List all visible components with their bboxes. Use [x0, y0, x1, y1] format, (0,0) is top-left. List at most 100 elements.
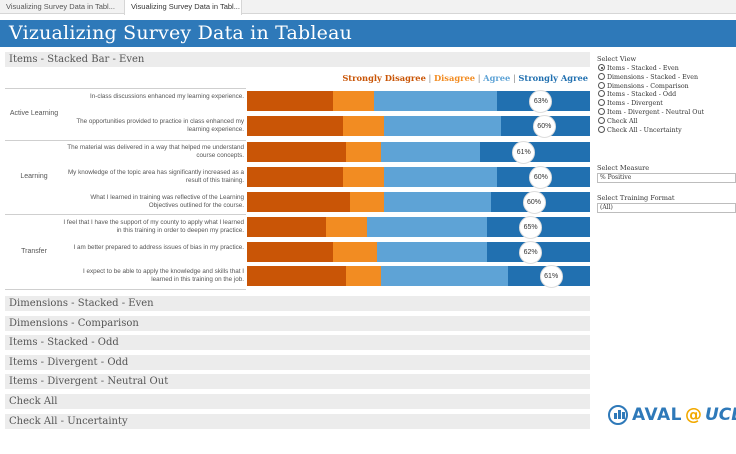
bar-segment-disagree[interactable]	[332, 242, 378, 262]
legend-item-strongly-disagree[interactable]: Strongly Disagree	[342, 73, 426, 83]
logo-ucla-text: UCLA	[705, 405, 736, 425]
select-view-title: Select View	[597, 55, 637, 63]
section-header-dimensions-comparison[interactable]: Dimensions - Comparison	[5, 316, 590, 331]
section-header-items-stacked-even[interactable]: Items - Stacked Bar - Even	[5, 52, 590, 67]
dashboard-title: Vizualizing Survey Data in Tableau	[9, 22, 353, 44]
radio-button-icon[interactable]	[598, 116, 605, 124]
legend-item-strongly-agree[interactable]: Strongly Agree	[518, 73, 588, 83]
select-view-option-label: Items - Divergent	[607, 100, 663, 108]
bar-segment-disagree[interactable]	[346, 142, 381, 162]
section-header-items-stacked-odd[interactable]: Items - Stacked - Odd	[5, 335, 590, 350]
group-divider	[5, 289, 246, 290]
group-divider	[5, 140, 246, 141]
bar-segment-strongly-disagree[interactable]	[247, 142, 347, 162]
section-header-check-all[interactable]: Check All	[5, 394, 590, 409]
select-view-option[interactable]: Check All - Uncertainty	[598, 125, 682, 135]
select-view-option[interactable]: Check All	[598, 116, 638, 126]
radio-button-icon[interactable]	[598, 99, 605, 107]
select-view-option-label: Dimensions - Comparison	[607, 82, 689, 90]
radio-button-icon[interactable]	[598, 64, 605, 71]
item-label: The opportunities provided to practice i…	[76, 118, 244, 133]
logo-at-text: @	[685, 405, 702, 425]
tab-visualizing-survey-data-2[interactable]: Visualizing Survey Data in Tabl...	[124, 0, 242, 15]
group-divider	[5, 88, 246, 89]
tab-visualizing-survey-data-1[interactable]: Visualizing Survey Data in Tabl...	[6, 2, 115, 11]
radio-button-icon[interactable]	[598, 90, 605, 98]
title-banner: Vizualizing Survey Data in Tableau	[0, 20, 736, 47]
bar-segment-strongly-disagree[interactable]	[247, 91, 333, 111]
bar-segment-strongly-disagree[interactable]	[247, 167, 344, 187]
bar-segment-strongly-agree[interactable]	[480, 142, 590, 162]
percent-positive-badge: 60%	[532, 115, 556, 138]
radio-button-icon[interactable]	[598, 72, 605, 80]
bar-segment-strongly-disagree[interactable]	[247, 116, 344, 136]
bar-chart-icon	[608, 405, 628, 425]
select-view-option[interactable]: Items - Divergent	[598, 99, 663, 108]
group-label: Learning	[20, 173, 48, 180]
section-header-items-divergent-neutral-out[interactable]: Items - Divergent - Neutral Out	[5, 374, 590, 389]
stacked-bar-row[interactable]	[247, 167, 590, 187]
radio-button-icon[interactable]	[598, 125, 605, 133]
bar-segment-agree[interactable]	[367, 217, 488, 237]
section-header-check-all-uncertainty[interactable]: Check All - Uncertainty	[5, 414, 590, 429]
bar-segment-disagree[interactable]	[343, 167, 385, 187]
select-view-option-label: Items - Stacked - Even	[607, 65, 679, 72]
bar-segment-agree[interactable]	[384, 192, 491, 212]
select-view-option[interactable]: Items - Stacked - Odd	[598, 90, 676, 99]
percent-positive-badge: 60%	[522, 191, 546, 214]
item-label: In-class discussions enhanced my learnin…	[89, 93, 244, 100]
bar-segment-strongly-disagree[interactable]	[247, 266, 347, 286]
stacked-bar-row[interactable]	[247, 266, 590, 286]
section-header-items-divergent-odd[interactable]: Items - Divergent - Odd	[5, 355, 590, 370]
select-view-option[interactable]: Items - Stacked - Even	[598, 64, 679, 73]
tab-strip: Visualizing Survey Data in Tabl... Visua…	[0, 0, 736, 15]
bar-segment-strongly-disagree[interactable]	[247, 192, 350, 212]
select-view-option[interactable]: Item - Divergent - Neutral Out	[598, 108, 704, 117]
bar-segment-strongly-disagree[interactable]	[247, 217, 326, 237]
bar-segment-agree[interactable]	[384, 167, 498, 187]
select-measure-dropdown[interactable]: % Positive	[597, 173, 736, 183]
select-training-format-dropdown[interactable]: (All)	[597, 203, 736, 213]
group-label: Transfer	[21, 248, 47, 255]
chart-legend: Strongly Disagree | Disagree | Agree | S…	[300, 73, 588, 83]
select-view-option-label: Check All	[607, 117, 638, 125]
bar-segment-agree[interactable]	[377, 242, 488, 262]
bar-segment-strongly-disagree[interactable]	[247, 242, 333, 262]
legend-item-agree[interactable]: Agree	[483, 73, 511, 83]
bar-segment-disagree[interactable]	[343, 116, 385, 136]
stacked-bar-row[interactable]	[247, 217, 590, 237]
percent-positive-badge: 61%	[539, 265, 563, 288]
select-view-option-label: Item - Divergent - Neutral Out	[607, 109, 705, 116]
bar-segment-disagree[interactable]	[346, 266, 381, 286]
select-view-option-label: Dimensions - Stacked - Even	[607, 73, 699, 81]
radio-button-icon[interactable]	[598, 81, 605, 89]
stacked-bar-row[interactable]	[247, 142, 590, 162]
radio-button-icon[interactable]	[598, 108, 605, 115]
bar-segment-agree[interactable]	[384, 116, 501, 136]
percent-positive-badge: 63%	[529, 90, 553, 113]
item-label: My knowledge of the topic area has signi…	[67, 169, 244, 184]
percent-positive-badge: 65%	[519, 216, 543, 239]
percent-positive-badge: 61%	[512, 141, 536, 164]
item-label: I expect to be able to apply the knowled…	[82, 268, 244, 283]
select-measure-title: Select Measure	[597, 164, 650, 172]
item-label: What I learned in training was reflectiv…	[90, 194, 244, 209]
select-view-option[interactable]: Dimensions - Stacked - Even	[598, 72, 699, 82]
bar-segment-agree[interactable]	[380, 142, 481, 162]
logo-aval-text: AVAL	[632, 405, 682, 425]
group-divider	[5, 214, 246, 215]
bar-segment-agree[interactable]	[380, 266, 508, 286]
legend-separator: |	[425, 73, 434, 83]
select-view-option-label: Check All - Uncertainty	[607, 126, 682, 134]
bar-segment-disagree[interactable]	[349, 192, 385, 212]
item-label: The material was delivered in a way that…	[67, 144, 244, 159]
section-header-dimensions-stacked-even[interactable]: Dimensions - Stacked - Even	[5, 296, 590, 311]
legend-item-disagree[interactable]: Disagree	[433, 73, 476, 83]
item-label: I am better prepared to address issues o…	[73, 244, 244, 251]
bar-segment-disagree[interactable]	[325, 217, 368, 237]
bar-segment-agree[interactable]	[373, 91, 498, 111]
bar-segment-disagree[interactable]	[332, 91, 374, 111]
legend-separator: |	[510, 73, 519, 83]
select-view-option[interactable]: Dimensions - Comparison	[598, 81, 689, 91]
stacked-bar-row[interactable]	[247, 91, 590, 111]
